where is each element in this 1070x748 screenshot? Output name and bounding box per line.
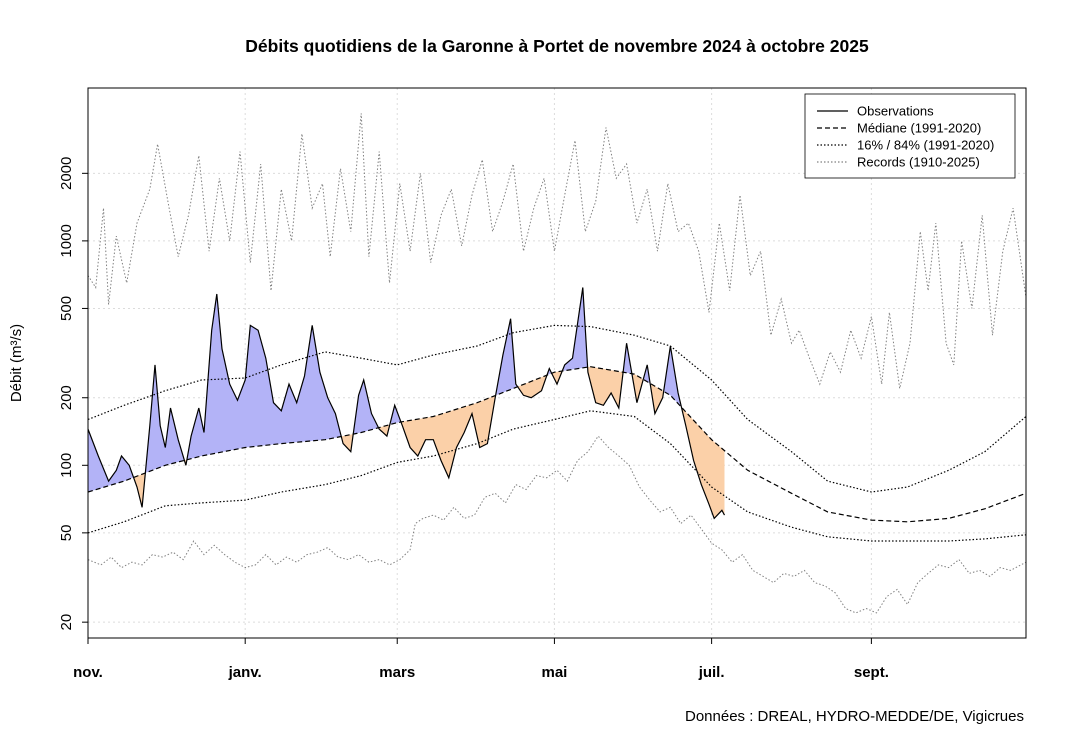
legend-label: Observations (857, 104, 934, 119)
below-median-fill (682, 407, 725, 519)
below-median-fill (633, 373, 644, 403)
below-median-fill (341, 432, 354, 452)
above-median-fill (643, 364, 652, 390)
above-median-fill (390, 405, 402, 425)
above-median-fill (187, 294, 342, 460)
y-tick-label: 500 (58, 296, 75, 321)
above-median-fill (496, 318, 519, 396)
q16-line (87, 410, 1027, 542)
below-median-fill (587, 364, 624, 408)
median-line (87, 366, 1027, 523)
legend: Observations Médiane (1991-2020) 16% / 84%… (804, 93, 1016, 179)
records-min-line (87, 435, 1027, 614)
y-tick-label: 20 (58, 614, 75, 631)
below-median-fill (134, 466, 146, 508)
x-tick-label: mai (541, 664, 567, 681)
y-tick-label: 50 (58, 525, 75, 542)
above-median-fill (624, 343, 633, 381)
y-tick-label: 2000 (58, 157, 75, 190)
above-median-fill (88, 429, 135, 492)
above-median-fill (146, 364, 185, 473)
x-tick-label: sept. (854, 664, 889, 681)
below-median-fill (401, 390, 497, 478)
q84-line (87, 324, 1027, 493)
plot-frame (87, 87, 1027, 639)
y-tick-label: 1000 (58, 224, 75, 257)
below-median-fill (184, 458, 188, 466)
below-median-fill (379, 420, 391, 437)
y-tick-label: 200 (58, 385, 75, 410)
x-axis: nov. janv. mars mai juil. sept. (73, 638, 889, 681)
y-tick-label: 100 (58, 453, 75, 478)
x-tick-label: janv. (228, 664, 262, 681)
data-source: Données : DREAL, HYDRO-MEDDE/DE, Vigicru… (685, 708, 1024, 725)
chart-title: Débits quotidiens de la Garonne à Portet… (245, 36, 869, 56)
legend-label: Records (1910-2025) (857, 155, 980, 170)
legend-label: 16% / 84% (1991-2020) (857, 138, 994, 153)
above-median-fill (353, 380, 380, 435)
legend-label: Médiane (1991-2020) (857, 121, 981, 136)
x-tick-label: mars (379, 664, 415, 681)
y-axis: 20 50 100 200 500 1000 2000 (58, 157, 88, 631)
anomaly-fills (88, 287, 725, 519)
x-tick-label: nov. (73, 664, 103, 681)
below-median-fill (551, 368, 564, 385)
y-axis-label: Débit (m³/s) (8, 324, 25, 402)
legend-box (804, 93, 1016, 179)
x-tick-label: juil. (698, 664, 725, 681)
series-lines (87, 113, 1027, 614)
observations-line (87, 287, 726, 520)
above-median-fill (563, 287, 588, 373)
